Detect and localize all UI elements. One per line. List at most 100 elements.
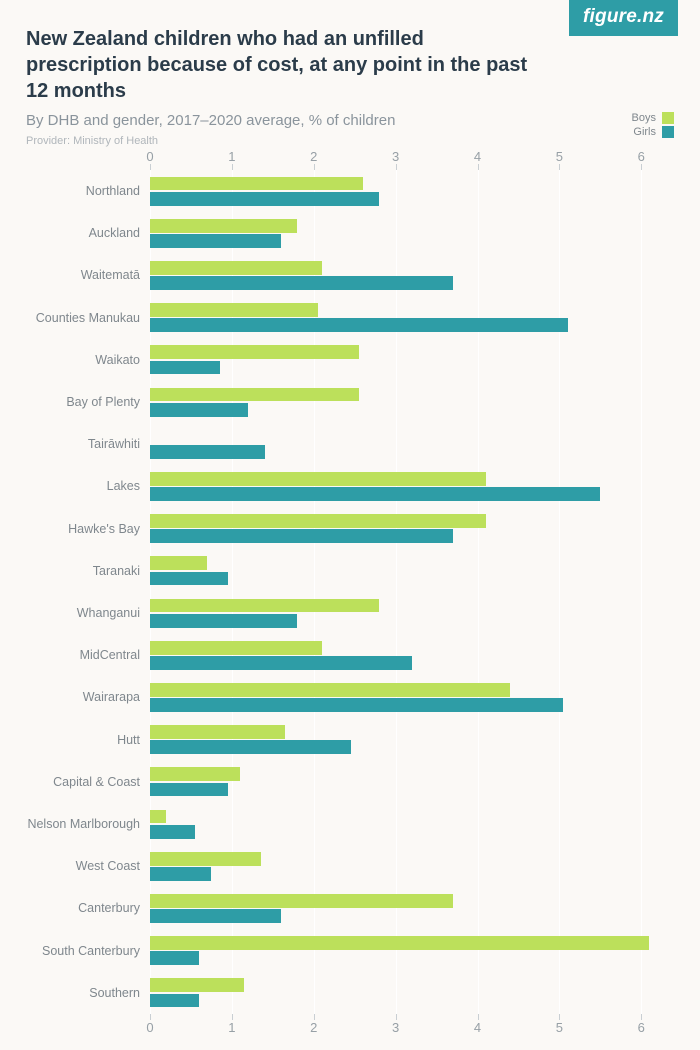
tick-label: 6 xyxy=(638,1020,645,1035)
category-label: Tairāwhiti xyxy=(5,437,150,451)
category-row: Auckland xyxy=(150,217,674,250)
category-row: MidCentral xyxy=(150,639,674,672)
category-row: South Canterbury xyxy=(150,934,674,967)
bar-girls xyxy=(150,192,379,206)
tick-mark xyxy=(150,164,151,170)
bar-girls xyxy=(150,276,453,290)
tick-label: 1 xyxy=(228,149,235,164)
tick-label: 6 xyxy=(638,149,645,164)
category-label: Hawke's Bay xyxy=(5,522,150,536)
bar-boys xyxy=(150,978,244,992)
gridline xyxy=(641,170,642,1014)
tick-label: 4 xyxy=(474,1020,481,1035)
tick-label: 2 xyxy=(310,1020,317,1035)
category-row: West Coast xyxy=(150,850,674,883)
category-row: Bay of Plenty xyxy=(150,386,674,419)
x-axis-top: 0123456 xyxy=(150,148,674,170)
bar-girls xyxy=(150,318,568,332)
bar-boys xyxy=(150,472,486,486)
bar-boys xyxy=(150,894,453,908)
tick-label: 5 xyxy=(556,149,563,164)
legend-item-girls: Girls xyxy=(632,126,674,138)
gridline xyxy=(232,170,233,1014)
category-label: Capital & Coast xyxy=(5,775,150,789)
logo-text: figure.nz xyxy=(583,6,664,27)
bar-girls xyxy=(150,572,228,586)
bar-girls xyxy=(150,994,199,1008)
bar-girls xyxy=(150,867,211,881)
category-label: West Coast xyxy=(5,859,150,873)
bar-boys xyxy=(150,177,363,191)
category-row: Wairarapa xyxy=(150,681,674,714)
bar-girls xyxy=(150,614,297,628)
category-row: Waitematā xyxy=(150,259,674,292)
x-axis-bottom: 0123456 xyxy=(150,1014,674,1036)
legend-label: Girls xyxy=(633,126,656,138)
category-label: Whanganui xyxy=(5,606,150,620)
legend-label: Boys xyxy=(632,112,656,124)
category-row: Nelson Marlborough xyxy=(150,808,674,841)
bar-boys xyxy=(150,641,322,655)
tick-label: 0 xyxy=(146,149,153,164)
bar-boys xyxy=(150,514,486,528)
bar-boys xyxy=(150,725,285,739)
bar-boys xyxy=(150,345,359,359)
legend-swatch-boys xyxy=(662,112,674,124)
bar-girls xyxy=(150,529,453,543)
bar-girls xyxy=(150,234,281,248)
category-label: Nelson Marlborough xyxy=(5,817,150,831)
category-row: Whanganui xyxy=(150,597,674,630)
tick-label: 5 xyxy=(556,1020,563,1035)
legend-item-boys: Boys xyxy=(632,112,674,124)
category-label: MidCentral xyxy=(5,648,150,662)
tick-mark xyxy=(396,164,397,170)
bar-boys xyxy=(150,261,322,275)
tick-mark xyxy=(232,164,233,170)
chart-subtitle: By DHB and gender, 2017–2020 average, % … xyxy=(26,112,534,129)
bar-girls xyxy=(150,656,412,670)
header: New Zealand children who had an unfilled… xyxy=(0,0,560,151)
category-row: Northland xyxy=(150,175,674,208)
category-row: Capital & Coast xyxy=(150,765,674,798)
category-row: Hutt xyxy=(150,723,674,756)
category-label: Canterbury xyxy=(5,901,150,915)
bar-girls xyxy=(150,403,248,417)
category-label: Hutt xyxy=(5,733,150,747)
tick-mark xyxy=(478,164,479,170)
category-label: Wairarapa xyxy=(5,690,150,704)
tick-label: 1 xyxy=(228,1020,235,1035)
category-row: Lakes xyxy=(150,470,674,503)
bar-boys xyxy=(150,810,166,824)
gridline xyxy=(314,170,315,1014)
category-label: Lakes xyxy=(5,479,150,493)
tick-mark xyxy=(641,164,642,170)
category-row: Tairāwhiti xyxy=(150,428,674,461)
bar-boys xyxy=(150,683,510,697)
category-label: Auckland xyxy=(5,226,150,240)
tick-label: 4 xyxy=(474,149,481,164)
logo-badge: figure.nz xyxy=(569,0,678,36)
bar-girls xyxy=(150,951,199,965)
category-row: Counties Manukau xyxy=(150,301,674,334)
tick-label: 2 xyxy=(310,149,317,164)
bar-girls xyxy=(150,825,195,839)
bar-girls xyxy=(150,783,228,797)
bar-girls xyxy=(150,445,265,459)
category-label: Counties Manukau xyxy=(5,311,150,325)
category-row: Canterbury xyxy=(150,892,674,925)
category-row: Southern xyxy=(150,976,674,1009)
gridline xyxy=(396,170,397,1014)
chart: 0123456 NorthlandAucklandWaitematāCounti… xyxy=(0,148,700,1036)
category-label: Waikato xyxy=(5,353,150,367)
category-label: Northland xyxy=(5,184,150,198)
legend-swatch-girls xyxy=(662,126,674,138)
bar-girls xyxy=(150,487,600,501)
category-label: South Canterbury xyxy=(5,944,150,958)
category-label: Bay of Plenty xyxy=(5,395,150,409)
gridline xyxy=(559,170,560,1014)
bar-girls xyxy=(150,361,220,375)
gridline xyxy=(478,170,479,1014)
tick-mark xyxy=(314,164,315,170)
bar-boys xyxy=(150,599,379,613)
bar-boys xyxy=(150,852,261,866)
